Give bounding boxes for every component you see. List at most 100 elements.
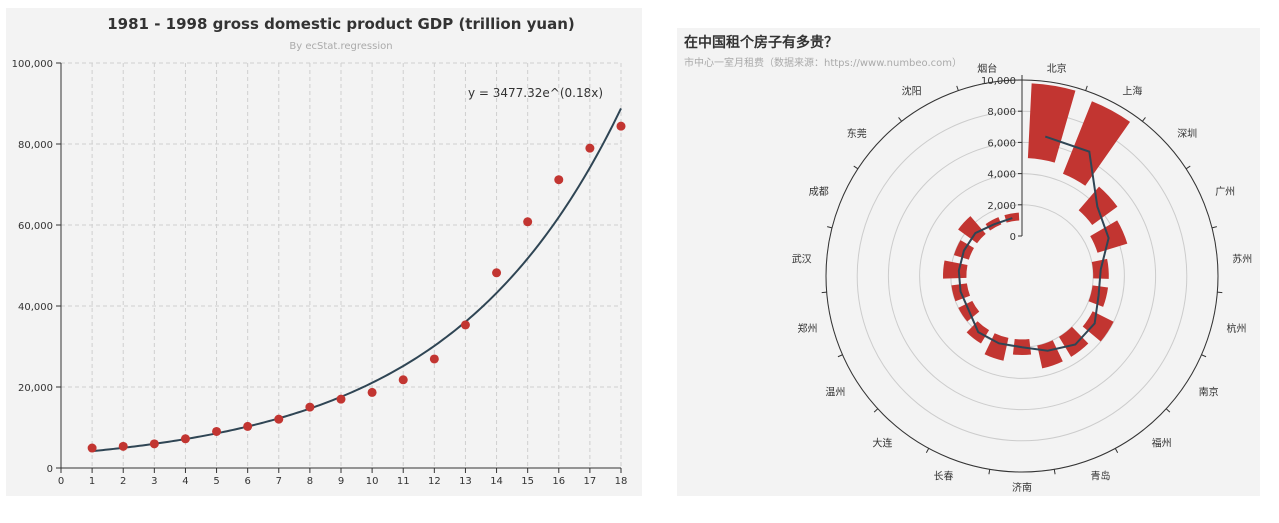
regression-chart-panel: 1981 - 1998 gross domestic product GDP (… — [6, 8, 642, 496]
data-point[interactable] — [118, 441, 128, 451]
regression-equation-label: y = 3477.32e^(0.18x) — [468, 86, 603, 100]
category-label: 大连 — [872, 437, 892, 450]
x-tick-label: 15 — [521, 476, 534, 487]
x-tick-label: 0 — [58, 476, 64, 487]
angle-tick-mark — [837, 354, 843, 358]
category-label: 郑州 — [798, 322, 818, 335]
x-tick-label: 9 — [338, 476, 344, 487]
category-label: 杭州 — [1227, 322, 1247, 335]
x-tick-label: 1 — [89, 476, 95, 487]
x-tick-label: 11 — [397, 476, 410, 487]
x-tick-label: 7 — [276, 476, 282, 487]
category-label: 上海 — [1122, 84, 1142, 97]
category-label: 广州 — [1215, 186, 1235, 198]
category-label: 烟台 — [977, 62, 997, 75]
angle-tick-mark — [988, 469, 991, 475]
x-tick-label: 2 — [120, 476, 126, 487]
angle-tick-mark — [1201, 354, 1207, 358]
data-point[interactable] — [87, 443, 97, 453]
chart-title: 1981 - 1998 gross domestic product GDP (… — [107, 15, 575, 33]
data-point[interactable] — [585, 143, 595, 153]
x-tick-label: 17 — [584, 476, 597, 487]
category-label: 成都 — [809, 186, 829, 198]
data-point[interactable] — [554, 175, 564, 185]
average-line — [957, 135, 1110, 352]
y-tick-label: 80,000 — [18, 140, 53, 151]
data-point[interactable] — [180, 434, 190, 444]
polar-bar[interactable] — [1062, 101, 1131, 186]
data-point[interactable] — [243, 421, 253, 431]
x-tick-label: 12 — [428, 476, 441, 487]
data-point[interactable] — [523, 217, 533, 227]
radius-tick-label: 4,000 — [987, 170, 1016, 181]
data-point[interactable] — [305, 402, 315, 412]
x-tick-label: 3 — [151, 476, 157, 487]
chart-title: 在中国租个房子有多贵？ — [684, 34, 838, 51]
angle-tick-mark — [1114, 448, 1119, 454]
x-tick-label: 13 — [459, 476, 472, 487]
polar-bar[interactable] — [958, 216, 986, 244]
regression-chart: 1981 - 1998 gross domestic product GDP (… — [12, 15, 628, 487]
category-label: 南京 — [1199, 385, 1219, 398]
category-label: 济南 — [1012, 481, 1032, 494]
polar-bar[interactable] — [1037, 340, 1063, 369]
chart-subtitle: By ecStat.regression — [289, 41, 392, 52]
angle-tick-mark — [898, 117, 903, 122]
data-point[interactable] — [336, 394, 346, 404]
y-tick-label: 60,000 — [18, 221, 53, 232]
polar-bar[interactable] — [1027, 83, 1076, 163]
data-point[interactable] — [616, 121, 626, 131]
category-label: 北京 — [1047, 62, 1067, 75]
angle-tick-mark — [827, 226, 833, 229]
category-label: 东莞 — [847, 127, 867, 140]
category-label: 青岛 — [1091, 470, 1111, 483]
angle-tick-mark — [1085, 85, 1088, 91]
x-tick-label: 14 — [490, 476, 503, 487]
data-point[interactable] — [149, 439, 159, 449]
category-label: 温州 — [825, 386, 845, 398]
angle-tick-mark — [853, 165, 859, 170]
chart-subtitle: 市中心一室月租费（数据来源：https://www.numbeo.com） — [684, 56, 962, 69]
x-tick-label: 8 — [307, 476, 313, 487]
angle-tick-mark — [1141, 117, 1146, 122]
radius-tick-label: 0 — [1010, 232, 1016, 243]
y-tick-label: 20,000 — [18, 383, 53, 394]
x-tick-label: 10 — [366, 476, 379, 487]
radius-tick-label: 6,000 — [987, 138, 1016, 149]
x-tick-label: 16 — [552, 476, 565, 487]
category-label: 福州 — [1152, 437, 1172, 450]
angle-tick-mark — [956, 85, 959, 91]
x-tick-label: 5 — [213, 476, 219, 487]
angle-tick-mark — [873, 408, 879, 413]
angle-tick-mark — [1185, 165, 1191, 170]
polar-bar[interactable] — [1082, 311, 1114, 342]
data-point[interactable] — [367, 387, 377, 397]
angle-tick-mark — [925, 448, 930, 454]
x-tick-label: 6 — [244, 476, 250, 487]
x-tick-label: 4 — [182, 476, 188, 487]
data-point[interactable] — [492, 268, 502, 278]
data-point[interactable] — [212, 426, 222, 436]
category-label: 长春 — [934, 471, 954, 483]
y-tick-label: 100,000 — [12, 59, 53, 70]
polar-bar[interactable] — [984, 333, 1009, 361]
polar-bar[interactable] — [1058, 326, 1089, 357]
x-tick-label: 18 — [615, 476, 628, 487]
data-point[interactable] — [274, 414, 284, 424]
data-point[interactable] — [429, 354, 439, 364]
category-label: 沈阳 — [902, 84, 922, 97]
category-label: 深圳 — [1177, 128, 1197, 140]
angle-tick-mark — [1165, 408, 1171, 413]
angle-tick-mark — [1211, 226, 1217, 229]
radius-tick-label: 10,000 — [981, 76, 1016, 87]
radius-tick-label: 8,000 — [987, 107, 1016, 118]
category-label: 武汉 — [792, 253, 812, 266]
polar-chart-panel: 在中国租个房子有多贵？ 市中心一室月租费（数据来源：https://www.nu… — [677, 28, 1260, 496]
data-point[interactable] — [398, 375, 408, 385]
polar-bar[interactable] — [943, 260, 968, 279]
regression-curve — [92, 107, 622, 453]
radius-tick-label: 2,000 — [987, 201, 1016, 212]
angle-tick-mark — [1053, 469, 1056, 475]
data-point[interactable] — [460, 320, 470, 330]
polar-bar-chart: 在中国租个房子有多贵？ 市中心一室月租费（数据来源：https://www.nu… — [684, 34, 1252, 494]
